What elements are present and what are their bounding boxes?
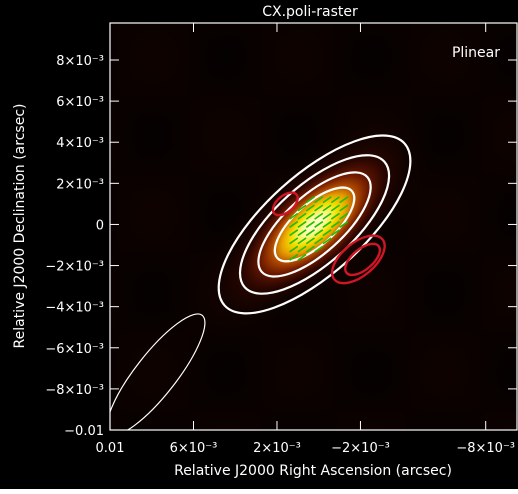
polarization-vector xyxy=(305,245,315,253)
polarization-vector xyxy=(314,220,324,228)
x-tick-label: −8×10⁻³ xyxy=(456,441,515,456)
polarization-vector xyxy=(305,196,315,204)
plot-frame xyxy=(109,22,518,431)
polarization-vector xyxy=(305,229,315,237)
negative-contour-line xyxy=(271,191,299,217)
polarization-vector xyxy=(322,237,332,245)
polarization-vector xyxy=(339,196,349,204)
beam-ellipse xyxy=(110,313,206,430)
polarization-vector xyxy=(322,229,332,237)
intensity-heatmap xyxy=(110,23,517,430)
polarization-vector xyxy=(289,229,299,237)
polarization-vector xyxy=(314,245,324,253)
vector-layer xyxy=(289,196,349,261)
polarization-vector xyxy=(339,212,349,220)
contour-layer xyxy=(217,134,412,315)
polarization-vector xyxy=(289,212,299,220)
y-tick-label: −4×10⁻³ xyxy=(45,301,104,316)
polarization-vector xyxy=(322,220,332,228)
polarization-vector xyxy=(339,220,349,228)
polarization-vector xyxy=(297,237,307,245)
polarization-vector xyxy=(305,212,315,220)
polarization-vector xyxy=(297,229,307,237)
polarization-vector xyxy=(314,204,324,212)
polarization-vector xyxy=(314,237,324,245)
y-tick-label: 0 xyxy=(96,218,104,233)
polarization-vector xyxy=(305,204,315,212)
polarization-vector xyxy=(289,237,299,245)
polarization-vector xyxy=(297,245,307,253)
y-tick-label: −6×10⁻³ xyxy=(45,342,104,357)
y-tick-label: −2×10⁻³ xyxy=(45,260,104,275)
polarization-vector xyxy=(322,204,332,212)
polarization-vector xyxy=(297,212,307,220)
polarization-vector xyxy=(330,220,340,228)
y-tick-label: 2×10⁻³ xyxy=(56,177,104,192)
x-tick-label: 0.01 xyxy=(96,441,125,456)
polarization-vector xyxy=(339,204,349,212)
polarization-vector xyxy=(314,229,324,237)
y-axis-label: Relative J2000 Declination (arcsec) xyxy=(12,104,28,349)
polarization-vector xyxy=(305,220,315,228)
x-tick-label: 2×10⁻³ xyxy=(253,441,301,456)
y-tick-label: 4×10⁻³ xyxy=(56,136,104,151)
negative-contour-line xyxy=(330,234,386,285)
chart-title: CX.poli-raster xyxy=(262,4,358,20)
polarization-vector xyxy=(297,253,307,261)
panel-label: Plinear xyxy=(452,45,500,61)
polarization-vector xyxy=(297,220,307,228)
y-tick-label: −8×10⁻³ xyxy=(45,383,104,398)
polarization-vector xyxy=(322,212,332,220)
polarization-vector xyxy=(330,204,340,212)
x-tick-label: 6×10⁻³ xyxy=(170,441,218,456)
polarization-vector xyxy=(289,245,299,253)
y-tick-label: 8×10⁻³ xyxy=(56,54,104,69)
y-tick-label: −0.01 xyxy=(64,424,104,439)
y-tick-label: 6×10⁻³ xyxy=(56,95,104,110)
polarization-vector xyxy=(297,204,307,212)
polarization-vector xyxy=(314,196,324,204)
negative-contour-line xyxy=(344,242,382,277)
beam-layer xyxy=(110,313,206,430)
polarization-vector xyxy=(314,212,324,220)
polarization-vector xyxy=(289,253,299,261)
polarization-vector xyxy=(330,196,340,204)
polarization-vector xyxy=(330,229,340,237)
x-tick-label: −2×10⁻³ xyxy=(331,441,390,456)
x-axis-label: Relative J2000 Right Ascension (arcsec) xyxy=(174,463,452,479)
tick-layer: 0.01 6×10⁻³ 2×10⁻³ −2×10⁻³ −8×10⁻³ 8×10⁻³ 6×10… xyxy=(45,23,517,456)
polarization-vector xyxy=(289,220,299,228)
polarization-vector xyxy=(305,237,315,245)
polarization-vector xyxy=(330,212,340,220)
polarization-vector xyxy=(322,196,332,204)
